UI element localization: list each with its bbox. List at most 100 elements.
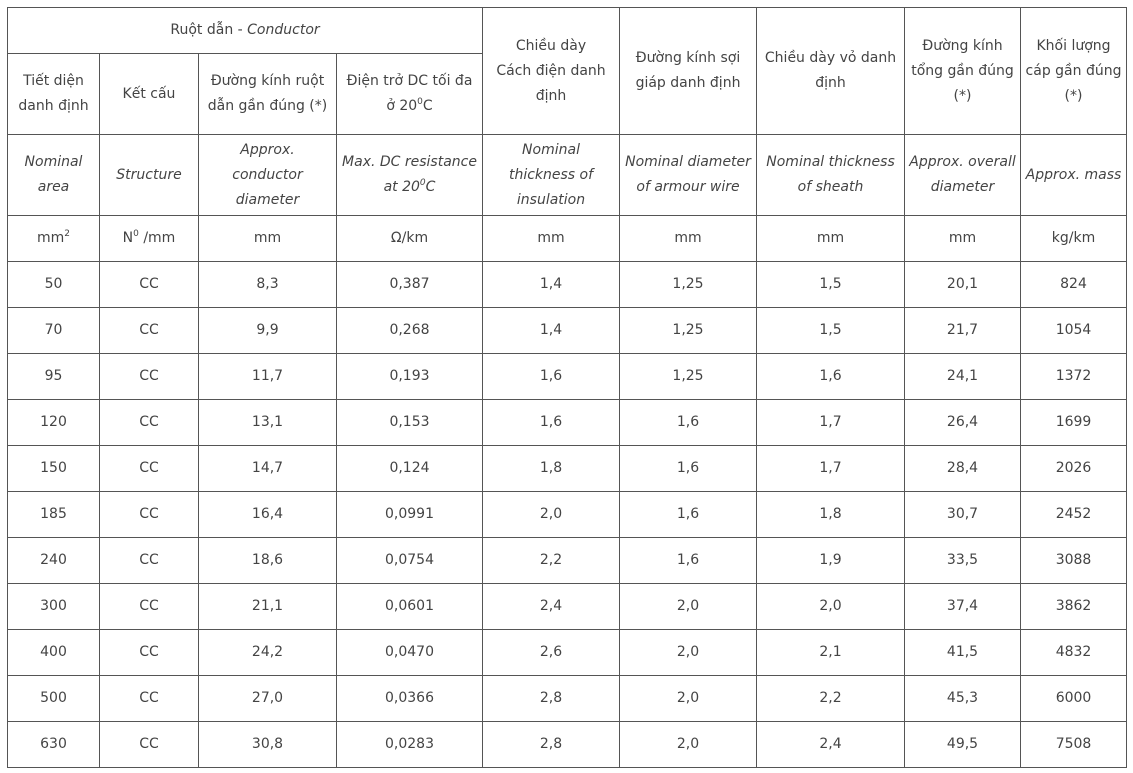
cell-insulation: 1,4 xyxy=(482,261,621,308)
cell-insulation: 1,6 xyxy=(482,353,621,400)
cell-conductor-diameter: 16,4 xyxy=(198,491,337,538)
table-row: 150 CC 14,7 0,124 1,8 1,6 1,7 28,4 2026 xyxy=(7,445,1128,492)
cell-sheath: 1,7 xyxy=(756,445,906,492)
cell-area: 500 xyxy=(7,675,100,722)
cell-dc-resistance: 0,124 xyxy=(335,445,484,492)
cell-overall-diameter: 30,7 xyxy=(904,491,1022,538)
cell-conductor-diameter: 18,6 xyxy=(198,537,337,584)
table-row: 185 CC 16,4 0,0991 2,0 1,6 1,8 30,7 2452 xyxy=(7,491,1128,538)
cable-spec-table: Ruột dẫn - Conductor Chiều dày Cách điện … xyxy=(6,7,1128,768)
cell-armour: 2,0 xyxy=(619,721,758,768)
cell-overall-diameter: 41,5 xyxy=(904,629,1022,676)
header-structure-vi: Kết cấu xyxy=(99,53,199,135)
cell-insulation: 2,2 xyxy=(482,537,621,584)
cell-mass: 7508 xyxy=(1020,721,1128,768)
cell-sheath: 2,0 xyxy=(756,583,906,630)
header-overall-diameter-vi: Đường kính tổng gần đúng (*) xyxy=(904,7,1022,135)
cell-dc-resistance: 0,268 xyxy=(335,307,484,354)
cell-structure: CC xyxy=(99,353,199,400)
table-row: 50 CC 8,3 0,387 1,4 1,25 1,5 20,1 824 xyxy=(7,261,1128,308)
header-area-en: Nominal area xyxy=(7,134,100,216)
cell-mass: 6000 xyxy=(1020,675,1128,722)
units-row: mm2 N0 /mm mm Ω/km mm mm mm mm kg/km xyxy=(7,215,1128,262)
cell-sheath: 1,6 xyxy=(756,353,906,400)
cell-insulation: 2,6 xyxy=(482,629,621,676)
cell-area: 150 xyxy=(7,445,100,492)
cell-conductor-diameter: 13,1 xyxy=(198,399,337,446)
table-row: 400 CC 24,2 0,0470 2,6 2,0 2,1 41,5 4832 xyxy=(7,629,1128,676)
cell-insulation: 1,8 xyxy=(482,445,621,492)
cell-conductor-diameter: 21,1 xyxy=(198,583,337,630)
cell-overall-diameter: 20,1 xyxy=(904,261,1022,308)
cell-dc-resistance: 0,0754 xyxy=(335,537,484,584)
unit-area: mm2 xyxy=(7,215,100,262)
cell-sheath: 1,9 xyxy=(756,537,906,584)
cell-armour: 1,6 xyxy=(619,445,758,492)
cell-overall-diameter: 21,7 xyxy=(904,307,1022,354)
cell-conductor-diameter: 30,8 xyxy=(198,721,337,768)
cell-sheath: 1,8 xyxy=(756,491,906,538)
cell-area: 185 xyxy=(7,491,100,538)
cell-sheath: 1,7 xyxy=(756,399,906,446)
cell-sheath: 1,5 xyxy=(756,261,906,308)
header-row-group: Ruột dẫn - Conductor Chiều dày Cách điện … xyxy=(6,7,1128,135)
cell-armour: 1,6 xyxy=(619,491,758,538)
unit-conductor-diameter: mm xyxy=(198,215,337,262)
cell-armour: 2,0 xyxy=(619,675,758,722)
cell-insulation: 1,6 xyxy=(482,399,621,446)
table-row: 240 CC 18,6 0,0754 2,2 1,6 1,9 33,5 3088 xyxy=(7,537,1128,584)
cell-structure: CC xyxy=(99,491,199,538)
header-row-en: Nominal area Structure Approx. conductor… xyxy=(7,134,1128,216)
header-structure-en: Structure xyxy=(99,134,199,216)
cell-overall-diameter: 49,5 xyxy=(904,721,1022,768)
cell-dc-resistance: 0,193 xyxy=(335,353,484,400)
cell-structure: CC xyxy=(99,445,199,492)
cell-armour: 1,25 xyxy=(619,261,758,308)
cell-area: 50 xyxy=(7,261,100,308)
cell-dc-resistance: 0,0470 xyxy=(335,629,484,676)
cell-mass: 2452 xyxy=(1020,491,1128,538)
cell-mass: 1372 xyxy=(1020,353,1128,400)
cell-overall-diameter: 37,4 xyxy=(904,583,1022,630)
cell-area: 240 xyxy=(7,537,100,584)
unit-sheath: mm xyxy=(756,215,906,262)
cell-armour: 2,0 xyxy=(619,629,758,676)
cell-area: 120 xyxy=(7,399,100,446)
cell-mass: 1699 xyxy=(1020,399,1128,446)
table-row: 300 CC 21,1 0,0601 2,4 2,0 2,0 37,4 3862 xyxy=(7,583,1128,630)
unit-insulation: mm xyxy=(482,215,621,262)
cell-conductor-diameter: 24,2 xyxy=(198,629,337,676)
cell-dc-resistance: 0,0366 xyxy=(335,675,484,722)
cell-dc-resistance: 0,0283 xyxy=(335,721,484,768)
cell-area: 95 xyxy=(7,353,100,400)
cell-structure: CC xyxy=(99,307,199,354)
header-dc-resistance-vi: Điện trở DC tối đa ở 200C xyxy=(335,53,484,135)
cell-armour: 1,25 xyxy=(619,353,758,400)
cell-insulation: 2,0 xyxy=(482,491,621,538)
cell-insulation: 2,4 xyxy=(482,583,621,630)
header-conductor-diameter-en: Approx. conductor diameter xyxy=(198,134,337,216)
header-mass-en: Approx. mass xyxy=(1020,134,1128,216)
cell-insulation: 2,8 xyxy=(482,675,621,722)
cell-structure: CC xyxy=(99,261,199,308)
unit-overall-diameter: mm xyxy=(904,215,1022,262)
header-conductor-group: Ruột dẫn - Conductor xyxy=(6,7,484,54)
cell-sheath: 2,2 xyxy=(756,675,906,722)
unit-structure: N0 /mm xyxy=(99,215,199,262)
cell-armour: 2,0 xyxy=(619,583,758,630)
cell-armour: 1,6 xyxy=(619,537,758,584)
table-row: 70 CC 9,9 0,268 1,4 1,25 1,5 21,7 1054 xyxy=(7,307,1128,354)
table-body: Ruột dẫn - Conductor Chiều dày Cách điện … xyxy=(6,7,1128,768)
cell-conductor-diameter: 27,0 xyxy=(198,675,337,722)
unit-armour: mm xyxy=(619,215,758,262)
cell-structure: CC xyxy=(99,629,199,676)
cell-dc-resistance: 0,387 xyxy=(335,261,484,308)
cell-structure: CC xyxy=(99,675,199,722)
cell-sheath: 2,1 xyxy=(756,629,906,676)
table-row: 120 CC 13,1 0,153 1,6 1,6 1,7 26,4 1699 xyxy=(7,399,1128,446)
cell-dc-resistance: 0,0991 xyxy=(335,491,484,538)
cell-area: 400 xyxy=(7,629,100,676)
cell-overall-diameter: 24,1 xyxy=(904,353,1022,400)
cell-insulation: 2,8 xyxy=(482,721,621,768)
cell-sheath: 1,5 xyxy=(756,307,906,354)
